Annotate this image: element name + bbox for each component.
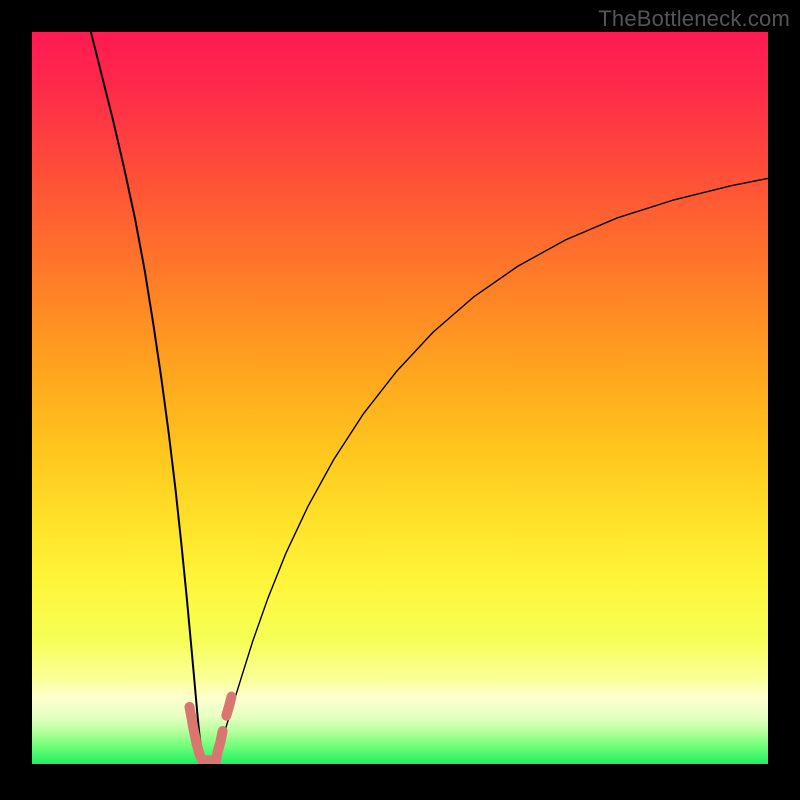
figure-root: TheBottleneck.com [0, 0, 800, 800]
marker-segment-2 [216, 731, 223, 760]
plot-svg [0, 0, 800, 800]
watermark-text: TheBottleneck.com [598, 6, 790, 32]
marker-segment-3 [226, 697, 231, 716]
plot-background [32, 32, 768, 764]
